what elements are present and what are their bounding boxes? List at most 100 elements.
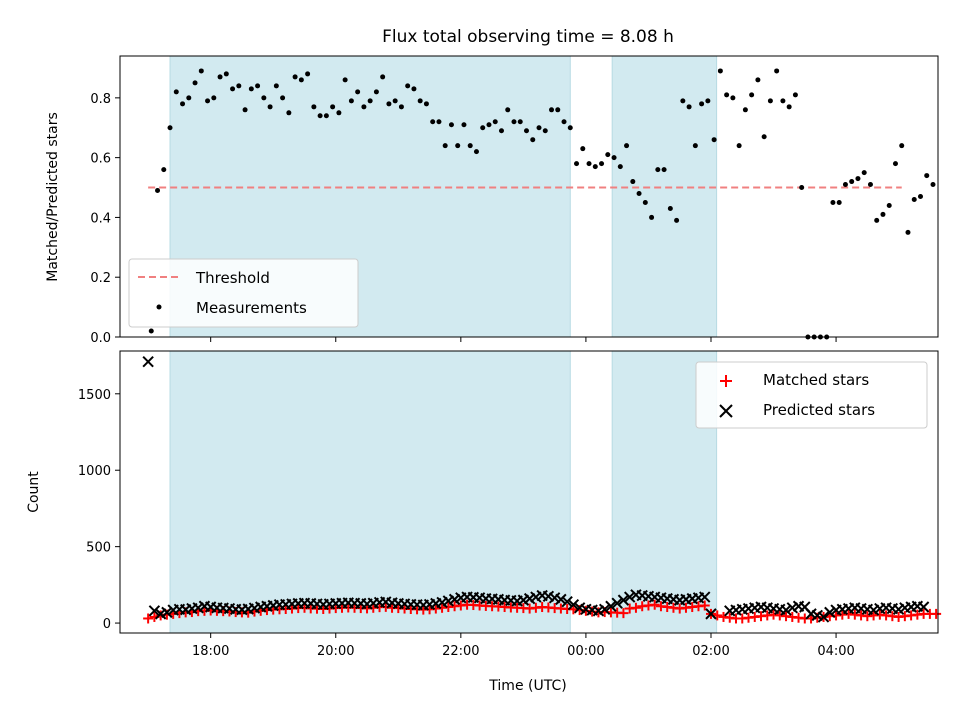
measurement-point [674, 217, 680, 223]
measurement-point [198, 68, 204, 74]
measurement-point [386, 101, 392, 107]
bottom-x-ticks: 18:00 20:00 22:00 00:00 02:00 04:00 [192, 633, 855, 659]
bottom-y-tick-label: 1000 [78, 464, 111, 479]
measurement-point [892, 161, 898, 167]
measurement-point [830, 199, 836, 205]
measurement-point [567, 125, 573, 131]
measurement-point [767, 98, 773, 104]
top-y-ticks: 0.0 0.2 0.4 0.6 0.8 [90, 92, 120, 346]
measurement-point [617, 164, 623, 170]
bottom-shaded-region [169, 350, 571, 634]
measurement-point [649, 214, 655, 220]
measurement-point [330, 104, 336, 110]
measurement-point [417, 98, 423, 104]
measurement-point [867, 182, 873, 188]
measurement-point [699, 101, 705, 107]
measurement-point [849, 179, 855, 185]
bottom-y-tick-label: 1500 [78, 388, 111, 403]
bottom-x-tick-label: 22:00 [442, 644, 479, 659]
measurement-point [749, 92, 755, 98]
measurement-point [667, 205, 673, 211]
measurement-point [692, 143, 698, 149]
measurement-point [874, 217, 880, 223]
measurement-point [242, 107, 248, 113]
legend-threshold-label: Threshold [195, 269, 270, 287]
predicted-star-marker [611, 597, 623, 609]
matched-star-marker [649, 599, 660, 610]
matched-star-marker [699, 600, 710, 611]
matched-star-marker [143, 613, 154, 624]
measurement-point [467, 143, 473, 149]
predicted-star-marker [161, 606, 173, 619]
measurement-point [423, 101, 429, 107]
top-legend: Threshold Measurements [128, 258, 359, 328]
measurement-point [273, 83, 279, 89]
measurement-point [348, 98, 354, 104]
top-shaded-regions [169, 55, 718, 338]
measurement-point [480, 125, 486, 131]
bottom-x-tick-label: 20:00 [317, 644, 354, 659]
measurement-point [223, 71, 229, 77]
bottom-x-tick-label: 04:00 [817, 644, 854, 659]
measurement-point [917, 194, 923, 199]
measurement-point [292, 74, 298, 80]
measurement-point [342, 77, 348, 83]
measurement-point [498, 128, 504, 134]
legend-predicted-swatch [719, 404, 733, 418]
measurement-point [705, 98, 711, 104]
chart-title: Flux total observing time = 8.08 h [382, 27, 674, 47]
measurement-point [561, 119, 567, 125]
predicted-star-marker [605, 600, 617, 612]
bottom-y-tick-label: 0 [103, 617, 111, 632]
measurement-point [655, 167, 661, 173]
measurement-point [717, 68, 723, 74]
measurement-point [730, 95, 736, 101]
measurement-point [236, 83, 242, 89]
bottom-panel: 0 500 1000 1500 18:00 20:00 22:00 00:00 02:00 04… [26, 350, 942, 694]
top-y-axis-label: Matched/Predicted stars [45, 112, 61, 282]
top-y-tick-label: 0.6 [90, 152, 111, 167]
measurement-point [323, 113, 329, 119]
bottom-axes-frame [119, 350, 939, 634]
measurement-point [436, 119, 442, 125]
measurement-point [530, 137, 536, 143]
measurement-point [361, 104, 367, 110]
top-shaded-region [611, 55, 718, 338]
top-y-tick-label: 0.2 [90, 271, 111, 286]
measurement-point [355, 89, 361, 95]
measurement-point [392, 98, 398, 104]
measurement-point [855, 176, 861, 182]
top-x-ticks [210, 337, 837, 342]
measurement-point [861, 170, 867, 176]
measurement-point [755, 77, 761, 83]
measurement-point [455, 143, 461, 149]
measurement-point [173, 89, 179, 95]
top-axes-frame [119, 55, 939, 338]
measurement-point [298, 77, 304, 83]
measurement-point [592, 164, 598, 170]
measurement-point [492, 119, 498, 125]
measurement-point [930, 182, 936, 188]
measurement-point [542, 128, 548, 134]
measurement-point [661, 167, 667, 173]
measurement-point [248, 86, 254, 92]
measurement-point [680, 98, 686, 104]
predicted-star-marker [598, 603, 611, 616]
measurement-point [636, 191, 642, 197]
bottom-legend-box [695, 361, 928, 429]
bottom-legend: Matched stars Predicted stars [695, 361, 928, 429]
measurement-point [411, 86, 417, 92]
measurement-point [880, 211, 886, 217]
predicted-star-marker [705, 608, 717, 620]
x-axis-label: Time (UTC) [488, 678, 566, 694]
measurement-point [317, 113, 323, 119]
bottom-x-tick-label: 00:00 [567, 644, 604, 659]
legend-measurements-swatch [156, 304, 162, 310]
predicted-star-marker [824, 606, 836, 619]
measurement-point [799, 185, 805, 191]
measurement-point [642, 199, 648, 205]
predicted-star-marker [555, 593, 567, 606]
measurement-point [336, 110, 342, 116]
bottom-shaded-regions [169, 350, 718, 634]
